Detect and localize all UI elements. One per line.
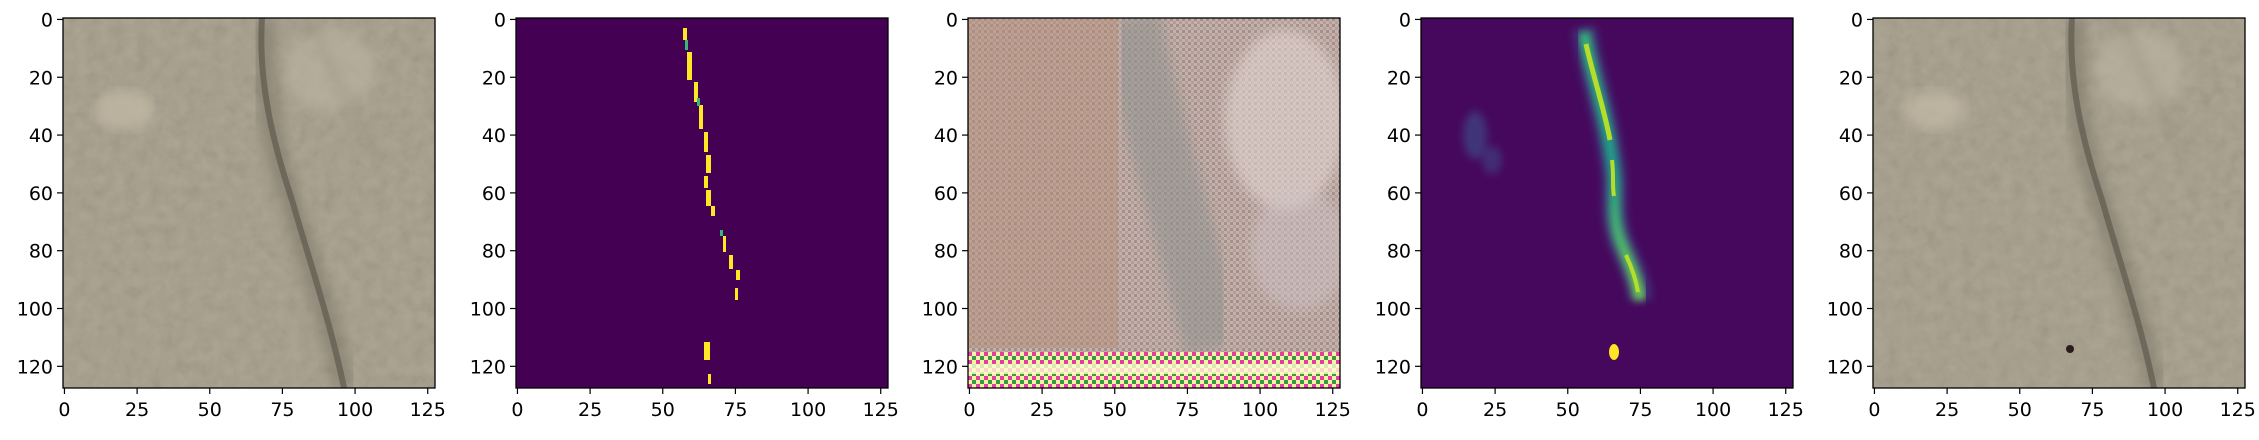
x-tick-label: 125 bbox=[863, 399, 899, 421]
x-tick-label: 0 bbox=[1416, 399, 1428, 421]
y-tick-label: 80 bbox=[1387, 241, 1411, 263]
y-tick-label: 60 bbox=[29, 183, 53, 205]
y-tick-label: 60 bbox=[934, 183, 958, 205]
x-tick-label: 0 bbox=[1868, 399, 1880, 421]
y-tick-label: 60 bbox=[1387, 183, 1411, 205]
x-tick-label: 50 bbox=[198, 399, 222, 421]
x-tick-label: 25 bbox=[1030, 399, 1054, 421]
x-tick-label: 25 bbox=[1483, 399, 1507, 421]
x-tick-label: 50 bbox=[1556, 399, 1580, 421]
y-tick-label: 100 bbox=[1827, 299, 1863, 321]
panel-2-image bbox=[516, 18, 888, 388]
panel-4-image bbox=[1421, 18, 1793, 388]
y-tick-label: 20 bbox=[934, 67, 958, 89]
x-tick-label: 75 bbox=[2080, 399, 2104, 421]
y-tick-label: 80 bbox=[1839, 241, 1863, 263]
y-tick-label: 120 bbox=[1827, 356, 1863, 378]
y-tick-label: 0 bbox=[41, 9, 53, 31]
y-tick-label: 80 bbox=[934, 241, 958, 263]
y-tick-label: 60 bbox=[482, 183, 506, 205]
y-tick-label: 120 bbox=[17, 356, 53, 378]
y-tick-label: 120 bbox=[1375, 356, 1411, 378]
panel-5-image bbox=[1873, 18, 2245, 388]
y-tick-label: 20 bbox=[29, 67, 53, 89]
y-tick-label: 0 bbox=[494, 9, 506, 31]
y-tick-label: 100 bbox=[922, 299, 958, 321]
x-tick-label: 0 bbox=[58, 399, 70, 421]
x-tick-label: 0 bbox=[963, 399, 975, 421]
x-tick-label: 50 bbox=[1103, 399, 1127, 421]
y-tick-label: 80 bbox=[29, 241, 53, 263]
x-tick-label: 125 bbox=[2220, 399, 2256, 421]
x-tick-label: 25 bbox=[578, 399, 602, 421]
x-tick-label: 125 bbox=[1768, 399, 1804, 421]
x-tick-label: 25 bbox=[1935, 399, 1959, 421]
y-tick-label: 40 bbox=[1839, 125, 1863, 147]
y-tick-label: 40 bbox=[29, 125, 53, 147]
axes-frame bbox=[1872, 17, 2246, 389]
y-tick-label: 40 bbox=[934, 125, 958, 147]
y-tick-label: 20 bbox=[1387, 67, 1411, 89]
axes-panel-5: 0 25 50 75 100 125 0 20 40 60 80 100 120 bbox=[1827, 9, 2256, 421]
x-tick-label: 50 bbox=[651, 399, 675, 421]
x-tick-label: 0 bbox=[511, 399, 523, 421]
x-tick-label: 125 bbox=[410, 399, 446, 421]
x-tick-label: 25 bbox=[125, 399, 149, 421]
y-tick-label: 100 bbox=[17, 299, 53, 321]
x-tick-label: 75 bbox=[1628, 399, 1652, 421]
axes-panel-2: 0 25 50 75 100 125 0 20 40 60 80 100 120 bbox=[470, 9, 899, 421]
y-tick-label: 60 bbox=[1839, 183, 1863, 205]
panel-1-image bbox=[63, 18, 435, 388]
axes-panel-1: 0 25 50 75 100 125 0 20 40 60 80 100 120 bbox=[17, 9, 446, 421]
x-tick-label: 100 bbox=[2147, 399, 2183, 421]
x-tick-label: 75 bbox=[1175, 399, 1199, 421]
axes-frame bbox=[515, 17, 889, 389]
x-tick-label: 75 bbox=[723, 399, 747, 421]
x-tick-label: 75 bbox=[270, 399, 294, 421]
x-tick-label: 50 bbox=[2008, 399, 2032, 421]
axes-panel-3: 0 25 50 75 100 125 0 20 40 60 80 100 120 bbox=[922, 9, 1351, 421]
y-tick-label: 120 bbox=[470, 356, 506, 378]
y-tick-label: 0 bbox=[946, 9, 958, 31]
y-tick-label: 20 bbox=[482, 67, 506, 89]
y-tick-label: 0 bbox=[1851, 9, 1863, 31]
x-tick-label: 100 bbox=[790, 399, 826, 421]
x-tick-label: 100 bbox=[337, 399, 373, 421]
y-tick-label: 20 bbox=[1839, 67, 1863, 89]
y-tick-label: 100 bbox=[1375, 299, 1411, 321]
panel-3-image bbox=[968, 18, 1340, 388]
axes-frame bbox=[967, 17, 1341, 389]
y-tick-label: 80 bbox=[482, 241, 506, 263]
axes-frame bbox=[1420, 17, 1794, 389]
x-tick-label: 100 bbox=[1695, 399, 1731, 421]
x-tick-label: 125 bbox=[1315, 399, 1351, 421]
y-tick-label: 40 bbox=[1387, 125, 1411, 147]
y-tick-label: 120 bbox=[922, 356, 958, 378]
y-tick-label: 40 bbox=[482, 125, 506, 147]
y-tick-label: 100 bbox=[470, 299, 506, 321]
y-tick-label: 0 bbox=[1399, 9, 1411, 31]
x-tick-label: 100 bbox=[1242, 399, 1278, 421]
axes-panel-4: 0 25 50 75 100 125 0 20 40 60 80 100 120 bbox=[1375, 9, 1804, 421]
axes-frame bbox=[62, 17, 436, 389]
